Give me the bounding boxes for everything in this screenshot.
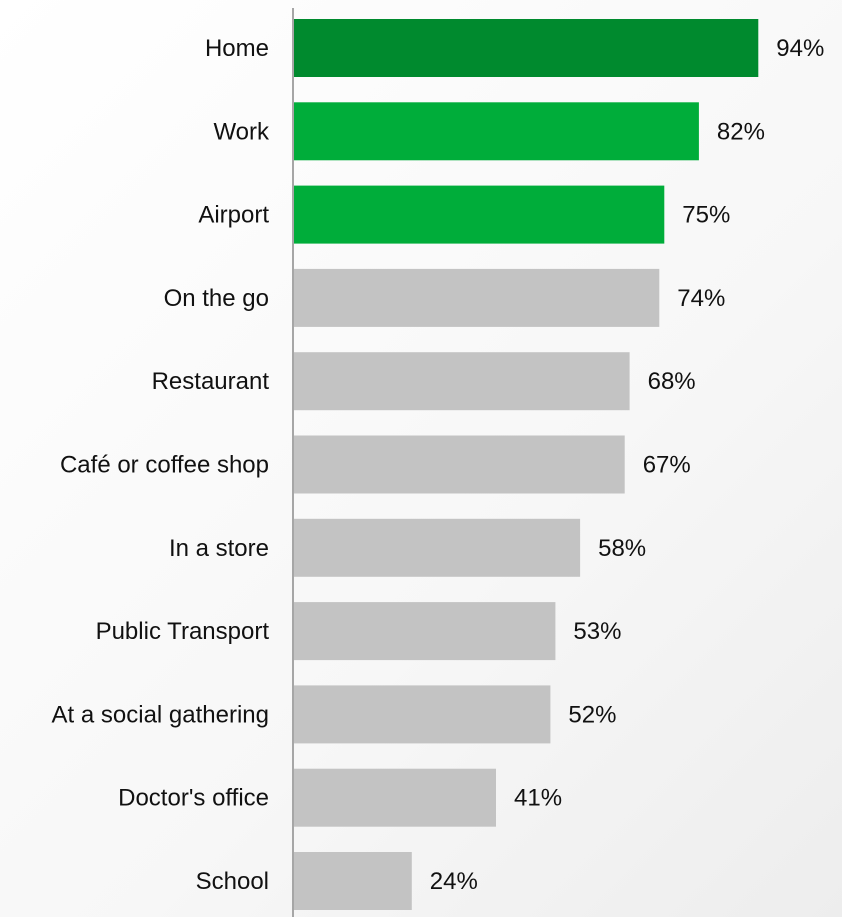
bar [293, 352, 630, 411]
category-label: Café or coffee shop [60, 452, 269, 479]
bars-group [293, 19, 759, 910]
bar [293, 185, 665, 244]
bar [293, 435, 625, 494]
category-label: Home [205, 35, 269, 62]
bar [293, 518, 581, 577]
category-label: Airport [198, 202, 269, 229]
data-label: 58% [598, 535, 646, 562]
data-label: 53% [573, 618, 621, 645]
data-label: 67% [643, 452, 691, 479]
bar [293, 19, 759, 77]
data-label: 82% [717, 118, 765, 145]
category-label: On the go [164, 285, 269, 312]
data-label: 94% [776, 35, 824, 62]
bar [293, 602, 556, 661]
data-label: 74% [677, 285, 725, 312]
category-label: Restaurant [152, 368, 270, 395]
data-label: 24% [430, 868, 478, 895]
category-label: In a store [169, 535, 269, 562]
category-label: Public Transport [96, 618, 270, 645]
bar [293, 768, 496, 827]
bar [293, 852, 412, 910]
category-label: School [196, 868, 269, 895]
data-label: 75% [682, 202, 730, 229]
data-label: 68% [648, 368, 696, 395]
bar [293, 102, 699, 161]
bar [293, 268, 660, 327]
data-label: 41% [514, 785, 562, 812]
category-labels: Home Work Airport On the go Restaurant Café o… [52, 35, 270, 895]
bar [293, 685, 551, 744]
category-label: Doctor's office [118, 785, 269, 812]
value-labels: 94% 82% 75% 74% 68% 67% 58% 53% 52% 41% 24% [430, 35, 825, 895]
data-label: 52% [568, 701, 616, 728]
category-label: At a social gathering [52, 701, 269, 728]
category-label: Work [213, 118, 270, 145]
